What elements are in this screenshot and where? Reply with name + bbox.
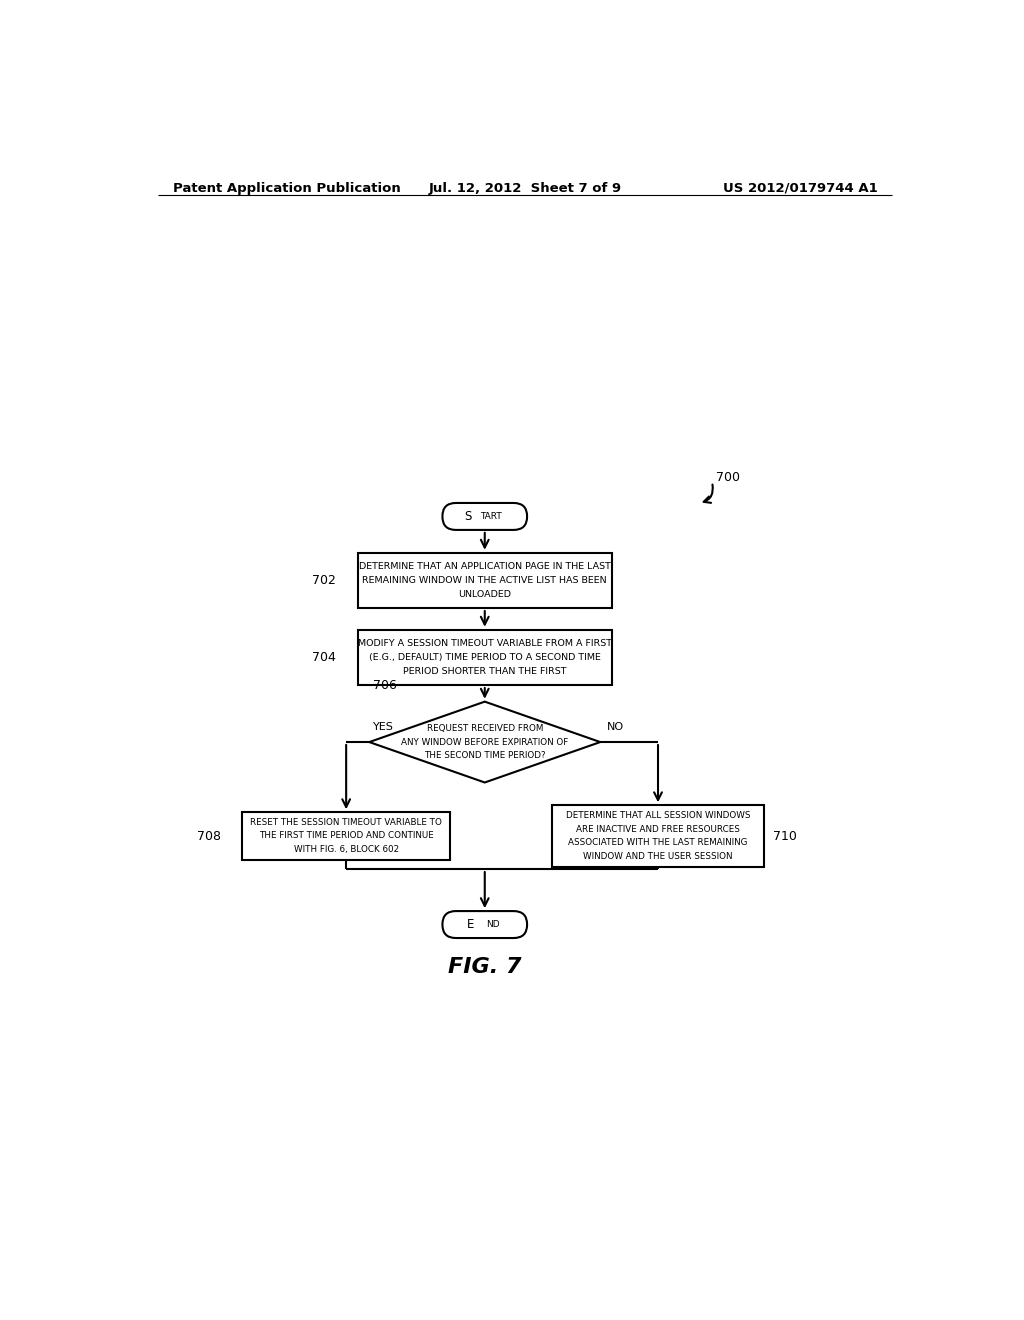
Text: ASSOCIATED WITH THE LAST REMAINING: ASSOCIATED WITH THE LAST REMAINING bbox=[568, 838, 748, 847]
Bar bbox=[357, 553, 611, 609]
Text: PERIOD SHORTER THAN THE FIRST: PERIOD SHORTER THAN THE FIRST bbox=[403, 667, 566, 676]
Text: ARE INACTIVE AND FREE RESOURCES: ARE INACTIVE AND FREE RESOURCES bbox=[577, 825, 740, 834]
Text: YES: YES bbox=[373, 722, 394, 733]
Text: ND: ND bbox=[485, 920, 500, 929]
Bar bbox=[243, 812, 451, 859]
Text: FIG. 7: FIG. 7 bbox=[449, 957, 521, 977]
Text: ANY WINDOW BEFORE EXPIRATION OF: ANY WINDOW BEFORE EXPIRATION OF bbox=[401, 738, 568, 747]
Text: NO: NO bbox=[606, 722, 624, 733]
Text: 700: 700 bbox=[716, 471, 739, 484]
Text: WITH FIG. 6, BLOCK 602: WITH FIG. 6, BLOCK 602 bbox=[294, 845, 398, 854]
Text: US 2012/0179744 A1: US 2012/0179744 A1 bbox=[723, 182, 878, 194]
Text: 706: 706 bbox=[373, 680, 397, 693]
Text: Jul. 12, 2012  Sheet 7 of 9: Jul. 12, 2012 Sheet 7 of 9 bbox=[428, 182, 622, 194]
Text: Patent Application Publication: Patent Application Publication bbox=[173, 182, 400, 194]
Text: RESET THE SESSION TIMEOUT VARIABLE TO: RESET THE SESSION TIMEOUT VARIABLE TO bbox=[250, 818, 442, 828]
Text: UNLOADED: UNLOADED bbox=[459, 590, 511, 599]
Text: 710: 710 bbox=[773, 829, 797, 842]
FancyBboxPatch shape bbox=[442, 911, 527, 939]
Text: E: E bbox=[467, 917, 474, 931]
Text: 708: 708 bbox=[197, 829, 220, 842]
Bar bbox=[552, 805, 764, 867]
Text: REMAINING WINDOW IN THE ACTIVE LIST HAS BEEN: REMAINING WINDOW IN THE ACTIVE LIST HAS … bbox=[362, 576, 607, 585]
Text: MODIFY A SESSION TIMEOUT VARIABLE FROM A FIRST: MODIFY A SESSION TIMEOUT VARIABLE FROM A… bbox=[357, 639, 611, 648]
Text: S: S bbox=[464, 510, 471, 523]
Bar bbox=[357, 630, 611, 685]
Text: DETERMINE THAT AN APPLICATION PAGE IN THE LAST: DETERMINE THAT AN APPLICATION PAGE IN TH… bbox=[358, 561, 610, 570]
Text: DETERMINE THAT ALL SESSION WINDOWS: DETERMINE THAT ALL SESSION WINDOWS bbox=[565, 812, 751, 820]
Text: 704: 704 bbox=[312, 651, 336, 664]
Text: THE SECOND TIME PERIOD?: THE SECOND TIME PERIOD? bbox=[424, 751, 546, 760]
Text: (E.G., DEFAULT) TIME PERIOD TO A SECOND TIME: (E.G., DEFAULT) TIME PERIOD TO A SECOND … bbox=[369, 653, 601, 661]
Polygon shape bbox=[370, 702, 600, 783]
Text: REQUEST RECEIVED FROM: REQUEST RECEIVED FROM bbox=[427, 725, 543, 733]
Text: THE FIRST TIME PERIOD AND CONTINUE: THE FIRST TIME PERIOD AND CONTINUE bbox=[259, 832, 433, 841]
Text: 702: 702 bbox=[312, 574, 336, 587]
Text: TART: TART bbox=[480, 512, 502, 521]
Text: WINDOW AND THE USER SESSION: WINDOW AND THE USER SESSION bbox=[584, 851, 733, 861]
FancyBboxPatch shape bbox=[442, 503, 527, 529]
